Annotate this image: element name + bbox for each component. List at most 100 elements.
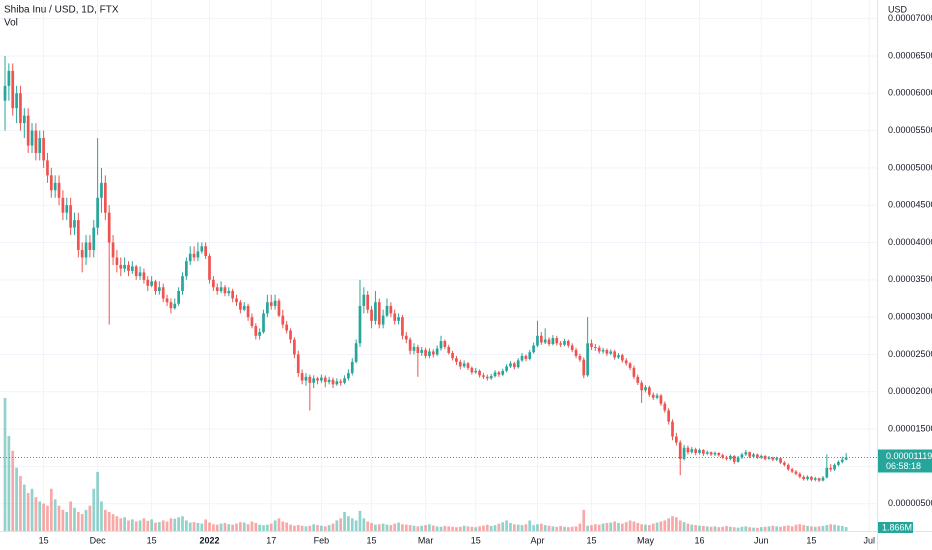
- candle-body: [38, 138, 42, 153]
- candle-body: [34, 130, 38, 153]
- volume-bar: [142, 518, 146, 531]
- candle-body: [57, 182, 61, 198]
- volume-bar: [169, 518, 173, 531]
- volume-bar: [362, 518, 366, 531]
- candle-body: [632, 367, 636, 377]
- volume-bar: [771, 525, 775, 531]
- candle-body: [748, 452, 752, 457]
- volume-bar: [281, 521, 285, 531]
- volume-bar: [215, 524, 219, 531]
- candle-body: [88, 242, 92, 250]
- volume-bar: [748, 527, 752, 531]
- candle-body: [46, 160, 49, 176]
- candle-body: [154, 281, 157, 292]
- candle-body: [281, 315, 285, 325]
- candle-body: [451, 352, 454, 359]
- candle-body: [42, 138, 45, 161]
- x-tick-label: Jul: [864, 535, 876, 545]
- volume-bar: [250, 521, 254, 531]
- volume-bar: [802, 525, 806, 531]
- volume-bar: [574, 526, 578, 531]
- candle-body: [613, 351, 616, 358]
- volume-bar: [374, 524, 377, 531]
- candle-body: [350, 361, 354, 374]
- candle-body: [593, 346, 597, 348]
- volume-bar: [173, 518, 177, 531]
- candle-body: [146, 279, 150, 286]
- volume-bar: [763, 526, 767, 531]
- volume-bar: [100, 501, 103, 531]
- volume-bar: [844, 527, 848, 531]
- last-volume-badge: [878, 522, 913, 533]
- candle-body: [169, 302, 173, 309]
- volume-bar: [729, 526, 732, 531]
- x-tick-label: 15: [39, 535, 49, 545]
- volume-bar: [779, 526, 782, 531]
- volume-bar: [717, 527, 721, 531]
- candle-body: [362, 294, 366, 306]
- volume-bar: [123, 517, 126, 531]
- volume-bar: [636, 522, 640, 531]
- volume-bar: [439, 526, 443, 531]
- candle-body: [377, 302, 381, 325]
- candle-body: [49, 175, 53, 191]
- volume-bar: [655, 522, 659, 531]
- volume-bar: [366, 521, 370, 531]
- volume-bar: [817, 526, 821, 531]
- volume-bar: [69, 501, 72, 531]
- volume-bar: [798, 524, 802, 531]
- volume-bar: [605, 522, 609, 531]
- volume-bar: [269, 523, 273, 531]
- volume-bar: [428, 524, 431, 531]
- candle-body: [559, 343, 562, 345]
- candle-body: [489, 376, 493, 379]
- candle-body: [173, 303, 177, 309]
- volume-bar: [609, 522, 613, 531]
- candle-body: [528, 352, 532, 359]
- volume-bar: [188, 522, 192, 531]
- candle-body: [574, 349, 578, 356]
- candle-body: [705, 452, 709, 454]
- candle-body: [15, 93, 18, 109]
- volume-bar: [312, 524, 316, 531]
- candle-body: [810, 476, 813, 480]
- candle-body: [339, 381, 343, 383]
- candle-body: [65, 205, 69, 213]
- candle-body: [412, 346, 416, 351]
- candle-body: [678, 442, 682, 459]
- volume-bar: [532, 525, 535, 531]
- x-tick-label: 15: [147, 535, 157, 545]
- volume-bar: [80, 514, 84, 531]
- candle-body: [200, 246, 204, 252]
- volume-bar: [493, 525, 497, 531]
- volume-bar: [53, 499, 57, 531]
- candle-body: [300, 373, 304, 381]
- volume-bar: [443, 525, 447, 531]
- volume-bar: [323, 526, 327, 531]
- volume-bar: [806, 525, 809, 531]
- axes: 0.000005000.000010000.000015000.00002000…: [39, 13, 932, 545]
- candle-body: [435, 348, 439, 355]
- volume-bar: [474, 527, 478, 531]
- volume-bar: [96, 471, 99, 531]
- candle-body: [246, 305, 250, 318]
- candle-body: [474, 370, 478, 373]
- volume-bar: [246, 524, 250, 531]
- candle-body: [783, 462, 786, 465]
- volume-bar: [181, 516, 184, 531]
- volume-bar: [713, 526, 717, 531]
- volume-bar: [320, 525, 323, 531]
- candle-body: [320, 377, 323, 381]
- volume-bar: [671, 516, 674, 531]
- volume-bar: [296, 525, 300, 531]
- x-tick-label: 15: [471, 535, 481, 545]
- volume-bar: [547, 525, 551, 531]
- candle-body: [100, 182, 103, 198]
- candle-body: [829, 467, 833, 470]
- candle-body: [185, 261, 188, 277]
- volume-bar: [235, 523, 238, 531]
- volume-bar: [756, 527, 759, 531]
- candle-body: [648, 387, 651, 395]
- volume-bar: [157, 522, 161, 531]
